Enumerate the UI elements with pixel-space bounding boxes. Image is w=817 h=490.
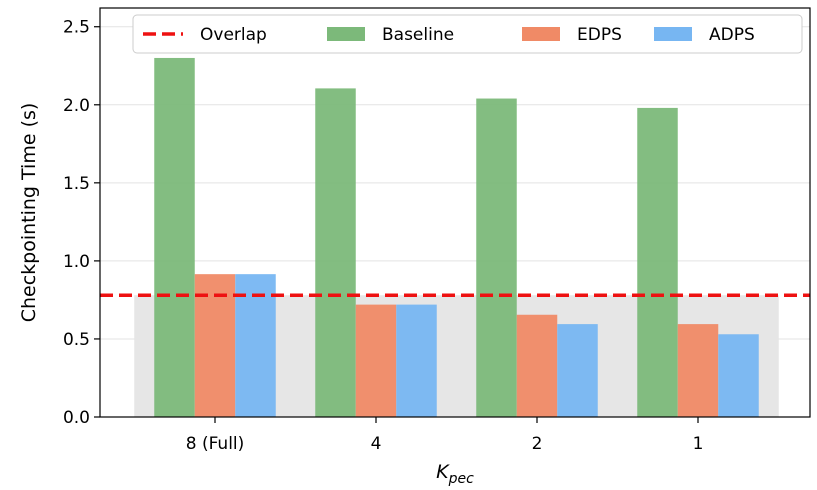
x-axis-label-main: K	[436, 461, 450, 483]
bar-adps-2	[557, 324, 598, 417]
plot-frame	[99, 7, 811, 418]
x-axis-label-subscript: pec	[448, 471, 475, 487]
x-axis-label: Kpec	[436, 461, 474, 487]
bar-edps-2	[516, 314, 558, 417]
y-axis-label: Checkpointing Time (s)	[18, 103, 40, 323]
bar-adps-1	[396, 304, 437, 417]
y-tick-label: 0.0	[63, 408, 90, 428]
legend-swatch-baseline	[327, 27, 365, 41]
x-tick-label: 8 (Full)	[186, 434, 245, 454]
x-tick-label: 2	[532, 434, 543, 454]
x-tick-label: 4	[371, 434, 382, 454]
legend-label-baseline: Baseline	[382, 25, 454, 45]
bar-edps-0	[194, 274, 236, 417]
bars	[154, 57, 759, 418]
bar-adps-3	[718, 334, 759, 417]
y-axis-ticks: 0.0 0.5 1.0 1.5 2.0 2.5	[63, 18, 100, 428]
legend-label-overlap: Overlap	[200, 25, 267, 45]
x-tick-label: 1	[693, 434, 704, 454]
bar-baseline-3	[637, 107, 678, 418]
legend-swatch-edps	[522, 27, 560, 41]
y-tick-label: 2.0	[63, 96, 90, 116]
legend: Overlap Baseline EDPS ADPS	[132, 14, 803, 54]
legend-label-edps: EDPS	[577, 25, 622, 45]
bar-baseline-2	[476, 98, 517, 417]
y-tick-label: 1.5	[63, 174, 90, 194]
bar-adps-0	[235, 274, 276, 417]
bar-edps-3	[677, 324, 719, 417]
y-tick-label: 2.5	[63, 18, 90, 38]
legend-box	[132, 14, 803, 54]
legend-swatch-adps	[654, 27, 692, 41]
y-tick-label: 0.5	[63, 330, 90, 350]
x-axis-ticks: 8 (Full) 4 2 1	[186, 417, 704, 454]
bar-edps-1	[355, 304, 397, 417]
y-tick-label: 1.0	[63, 252, 90, 272]
legend-label-adps: ADPS	[709, 25, 755, 45]
bar-baseline-1	[315, 88, 356, 418]
bar-baseline-0	[154, 57, 195, 418]
